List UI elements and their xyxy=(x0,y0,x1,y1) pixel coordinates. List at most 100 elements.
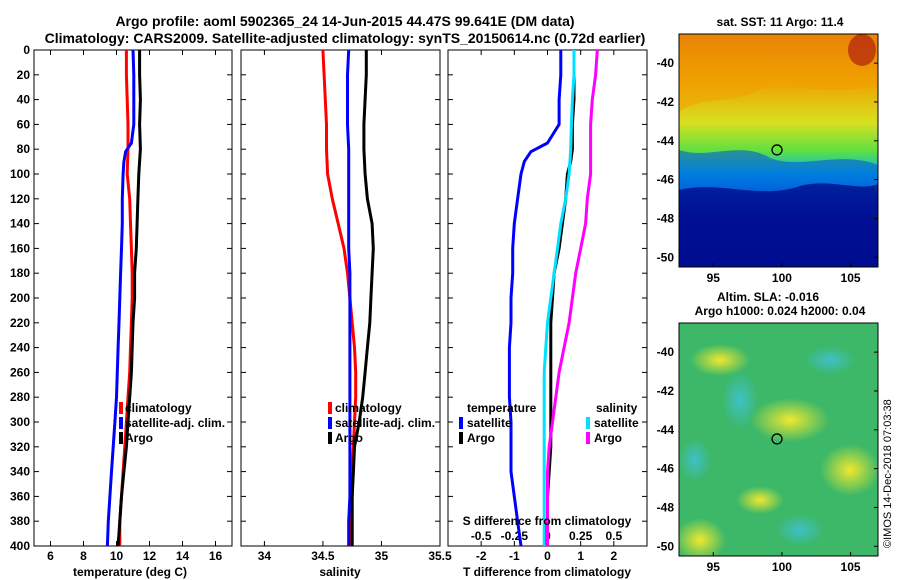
legend-swatch-satellite xyxy=(328,417,332,429)
salinity-xlabel: salinity xyxy=(319,565,361,579)
map-y-tick-label: -46 xyxy=(657,462,675,476)
s-tick-label: 0.25 xyxy=(569,529,593,543)
series-t-satellite xyxy=(507,50,563,547)
map-x-tick-label: 105 xyxy=(841,560,861,574)
x-tick-label: 14 xyxy=(176,549,190,563)
map-y-tick-label: -44 xyxy=(657,134,675,148)
difference-legend-temperature: temperature satellite Argo xyxy=(459,401,537,445)
sla-low-blob xyxy=(722,370,758,430)
map-x-tick-label: 95 xyxy=(707,560,721,574)
temperature-panel: 6 8 10 12 14 16 xyxy=(34,49,232,563)
sst-map-axes: 95 100 105 -40 -42 -44 -46 -48 -50 xyxy=(657,56,878,285)
legend-label-argo: Argo xyxy=(335,431,363,445)
depth-tick-label: 260 xyxy=(10,365,30,379)
x-tick-label: 6 xyxy=(47,549,54,563)
sla-map-frame xyxy=(678,322,879,557)
salinity-panel: 34 34.5 35 35.5 xyxy=(241,49,452,563)
series-s-satellite xyxy=(542,50,576,546)
series-s-argo xyxy=(546,49,599,546)
sla-high-blob xyxy=(750,398,830,442)
map-x-tick-label: 100 xyxy=(772,271,792,285)
legend-label-satellite: satellite-adj. clim. xyxy=(335,416,435,430)
map-y-tick-label: -48 xyxy=(657,211,675,225)
depth-tick-label: 220 xyxy=(10,316,30,330)
depth-tick-label: 0 xyxy=(23,43,30,57)
depth-tick-label: 100 xyxy=(10,167,30,181)
legend-label-climatology: climatology xyxy=(125,401,192,415)
x-tick-label: -1 xyxy=(509,549,520,563)
s-tick-label: -0.5 xyxy=(471,529,492,543)
legend-swatch-s-satellite xyxy=(586,417,590,429)
map-y-tick-label: -42 xyxy=(657,95,675,109)
sla-map-title: Altim. SLA: -0.016 xyxy=(717,290,819,304)
legend-swatch-t-argo xyxy=(459,432,463,444)
figure-title-line1: Argo profile: aoml 5902365_24 14-Jun-201… xyxy=(115,13,574,29)
sla-high-blob xyxy=(679,518,726,556)
depth-tick-label: 240 xyxy=(10,341,30,355)
x-tick-label: 2 xyxy=(610,549,617,563)
sla-low-blob xyxy=(804,346,856,374)
x-tick-label: 1 xyxy=(577,549,584,563)
legend-swatch-s-argo xyxy=(586,432,590,444)
depth-tick-label: 360 xyxy=(10,489,30,503)
series-satellite-adj-clim- xyxy=(105,49,136,547)
legend-swatch-t-satellite xyxy=(459,417,463,429)
argo-location-marker xyxy=(771,144,783,156)
difference-legend-salinity: salinity satellite Argo xyxy=(586,401,639,445)
series-argo xyxy=(350,50,375,546)
depth-tick-label: 200 xyxy=(10,291,30,305)
sla-low-blob xyxy=(776,514,824,546)
difference-xlabel: T difference from climatology xyxy=(463,565,631,579)
legend-label-t-argo: Argo xyxy=(467,431,495,445)
map-y-tick-label: -48 xyxy=(657,500,675,514)
x-tick-label: 10 xyxy=(110,549,124,563)
salinity-panel-frame xyxy=(240,49,441,547)
map-x-tick-label: 105 xyxy=(841,271,861,285)
map-y-tick-label: -46 xyxy=(657,173,675,187)
sst-cold-band xyxy=(679,183,878,267)
map-x-tick-label: 100 xyxy=(772,560,792,574)
s-tick-label: -0.25 xyxy=(501,529,529,543)
depth-tick-label: 380 xyxy=(10,514,30,528)
x-tick-label: 35.5 xyxy=(428,549,452,563)
depth-tick-label: 320 xyxy=(10,440,30,454)
x-tick-label: 34 xyxy=(258,549,272,563)
depth-tick-label: 300 xyxy=(10,415,30,429)
x-tick-label: 8 xyxy=(80,549,87,563)
temperature-legend: climatology satellite-adj. clim. Argo xyxy=(119,401,225,445)
depth-tick-label: 120 xyxy=(10,192,30,206)
sla-map-image xyxy=(679,323,878,556)
legend-swatch-argo xyxy=(328,432,332,444)
depth-tick-label: 340 xyxy=(10,465,30,479)
x-tick-label: -2 xyxy=(476,549,487,563)
map-y-tick-label: -50 xyxy=(657,539,675,553)
sst-warm-band xyxy=(679,34,878,112)
difference-s-xlabel: S difference from climatology xyxy=(463,514,632,528)
sla-low-blob xyxy=(679,438,711,482)
legend-title-salinity: salinity xyxy=(596,401,638,415)
x-tick-label: 35 xyxy=(375,549,389,563)
legend-label-t-satellite: satellite xyxy=(467,416,512,430)
legend-swatch-argo xyxy=(119,432,123,444)
depth-tick-label: 280 xyxy=(10,390,30,404)
legend-title-temperature: temperature xyxy=(467,401,537,415)
series-argo xyxy=(116,50,142,547)
map-y-tick-label: -40 xyxy=(657,56,675,70)
depth-tick-label: 140 xyxy=(10,217,30,231)
x-tick-label: 12 xyxy=(143,549,157,563)
map-y-tick-label: -50 xyxy=(657,250,675,264)
map-y-tick-label: -44 xyxy=(657,423,675,437)
depth-tick-label: 60 xyxy=(17,117,31,131)
legend-label-argo: Argo xyxy=(125,431,153,445)
legend-label-satellite: satellite-adj. clim. xyxy=(125,416,225,430)
temperature-xlabel: temperature (deg C) xyxy=(73,565,187,579)
sla-map-subtitle: Argo h1000: 0.024 h2000: 0.04 xyxy=(695,304,866,318)
difference-panel: -2 -1 0 1 2-0.5 -0.25 0 0.25 0.5 xyxy=(448,49,647,563)
map-y-tick-label: -40 xyxy=(657,345,675,359)
imos-credit: ©IMOS 14-Dec-2018 07:03:38 xyxy=(882,399,894,548)
map-x-tick-label: 95 xyxy=(707,271,721,285)
legend-swatch-satellite xyxy=(119,417,123,429)
salinity-legend: climatology satellite-adj. clim. Argo xyxy=(328,401,435,445)
depth-tick-label: 80 xyxy=(17,142,31,156)
sst-map-frame xyxy=(678,33,879,268)
